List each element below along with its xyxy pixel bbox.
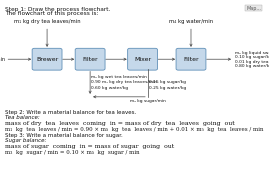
Text: Map...: Map... (246, 6, 261, 11)
Text: 0.10 kg sugar/kg: 0.10 kg sugar/kg (235, 55, 269, 59)
Text: m₅ kg liquid sweet tea/min: m₅ kg liquid sweet tea/min (235, 51, 269, 55)
Text: 0.80 kg water/kg: 0.80 kg water/kg (235, 64, 269, 68)
FancyBboxPatch shape (32, 48, 62, 70)
Text: Filter: Filter (183, 57, 199, 62)
Text: m₁ kg dry tea leaves/min: m₁ kg dry tea leaves/min (14, 18, 80, 24)
Text: Step 1: Draw the process flowchart.: Step 1: Draw the process flowchart. (5, 7, 111, 12)
Text: Step 2: Write a material balance for tea leaves.: Step 2: Write a material balance for tea… (5, 110, 137, 115)
Text: 0.01 kg dry tea leaves/kg: 0.01 kg dry tea leaves/kg (235, 60, 269, 64)
Text: Tea balance:: Tea balance: (5, 115, 40, 120)
Text: The flowchart of this process is:: The flowchart of this process is: (5, 11, 99, 16)
Text: 0.15 kg sugar/kg: 0.15 kg sugar/kg (149, 80, 186, 84)
Text: m₃  kg  sugar / min = 0.10 × m₅  kg  sugar / min: m₃ kg sugar / min = 0.10 × m₅ kg sugar /… (5, 150, 140, 155)
FancyBboxPatch shape (128, 48, 158, 70)
Text: 0.90 m₁ kg dry tea leaves/min: 0.90 m₁ kg dry tea leaves/min (91, 80, 157, 84)
Text: m₁  kg  tea  leaves / min = 0.90 × m₅  kg  tea  leaves / min + 0.01 × m₅  kg  te: m₁ kg tea leaves / min = 0.90 × m₅ kg te… (5, 127, 264, 132)
Text: m₃ kg sugar/min: m₃ kg sugar/min (130, 99, 166, 103)
Text: m₄ kg water/min: m₄ kg water/min (169, 18, 213, 24)
Text: 0.60 kg water/kg: 0.60 kg water/kg (91, 86, 129, 89)
Text: Brewer: Brewer (36, 57, 58, 62)
Text: Sugar balance:: Sugar balance: (5, 138, 47, 143)
Text: 0.25 kg water/kg: 0.25 kg water/kg (149, 86, 186, 89)
Text: Mixer: Mixer (134, 57, 151, 62)
FancyBboxPatch shape (75, 48, 105, 70)
Text: m₂ kg wet tea leaves/min: m₂ kg wet tea leaves/min (91, 75, 147, 79)
Text: mass of sugar  coming  in = mass of sugar  going  out: mass of sugar coming in = mass of sugar … (5, 144, 175, 149)
Text: Filter: Filter (82, 57, 98, 62)
Text: mass of dry  tea  leaves  coming  in = mass of dry  tea  leaves  going  out: mass of dry tea leaves coming in = mass … (5, 121, 235, 126)
FancyBboxPatch shape (176, 48, 206, 70)
Text: Step 3: Write a material balance for sugar.: Step 3: Write a material balance for sug… (5, 133, 123, 139)
Text: 1.00 kg water/min: 1.00 kg water/min (0, 57, 5, 62)
